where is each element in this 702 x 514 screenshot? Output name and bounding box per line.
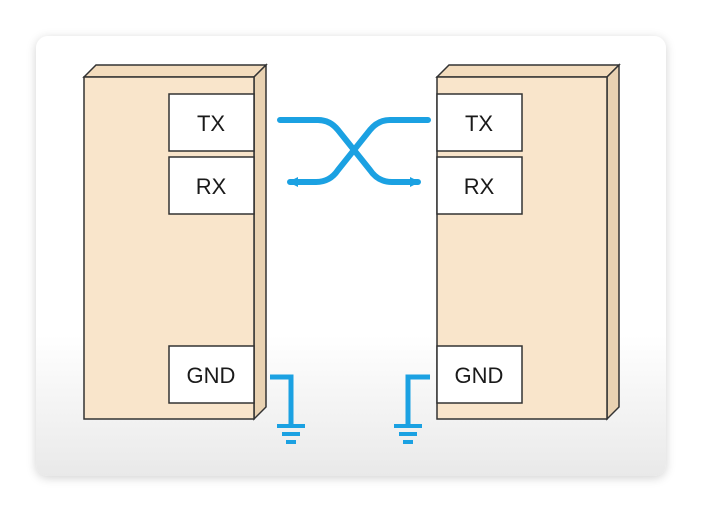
left-device-side-face xyxy=(253,63,267,421)
left-ground-wire xyxy=(270,374,294,424)
ground-icon xyxy=(394,424,422,444)
right-pin-rx-label: RX xyxy=(464,174,495,199)
left-pin-tx: TX xyxy=(168,93,255,152)
right-device-side-face xyxy=(606,63,620,421)
left-device-top-face xyxy=(82,64,268,78)
right-pin-rx: RX xyxy=(436,156,523,215)
left-pin-gnd: GND xyxy=(168,345,255,404)
right-device-top-face xyxy=(435,64,621,78)
right-tx-to-left-rx-wire xyxy=(287,117,431,187)
left-pin-rx-label: RX xyxy=(196,174,227,199)
left-pin-tx-label: TX xyxy=(197,111,225,136)
right-pin-tx: TX xyxy=(436,93,523,152)
right-device: TX RX GND xyxy=(435,63,621,421)
left-device: TX RX GND xyxy=(82,63,268,421)
right-ground-wire xyxy=(405,374,430,424)
signal-wires xyxy=(277,117,431,187)
left-pin-rx: RX xyxy=(168,156,255,215)
right-pin-tx-label: TX xyxy=(465,111,493,136)
right-pin-gnd: GND xyxy=(436,345,523,404)
right-pin-gnd-label: GND xyxy=(455,363,504,388)
ground-icon xyxy=(277,424,305,444)
left-tx-to-right-rx-wire xyxy=(277,117,421,187)
left-pin-gnd-label: GND xyxy=(187,363,236,388)
